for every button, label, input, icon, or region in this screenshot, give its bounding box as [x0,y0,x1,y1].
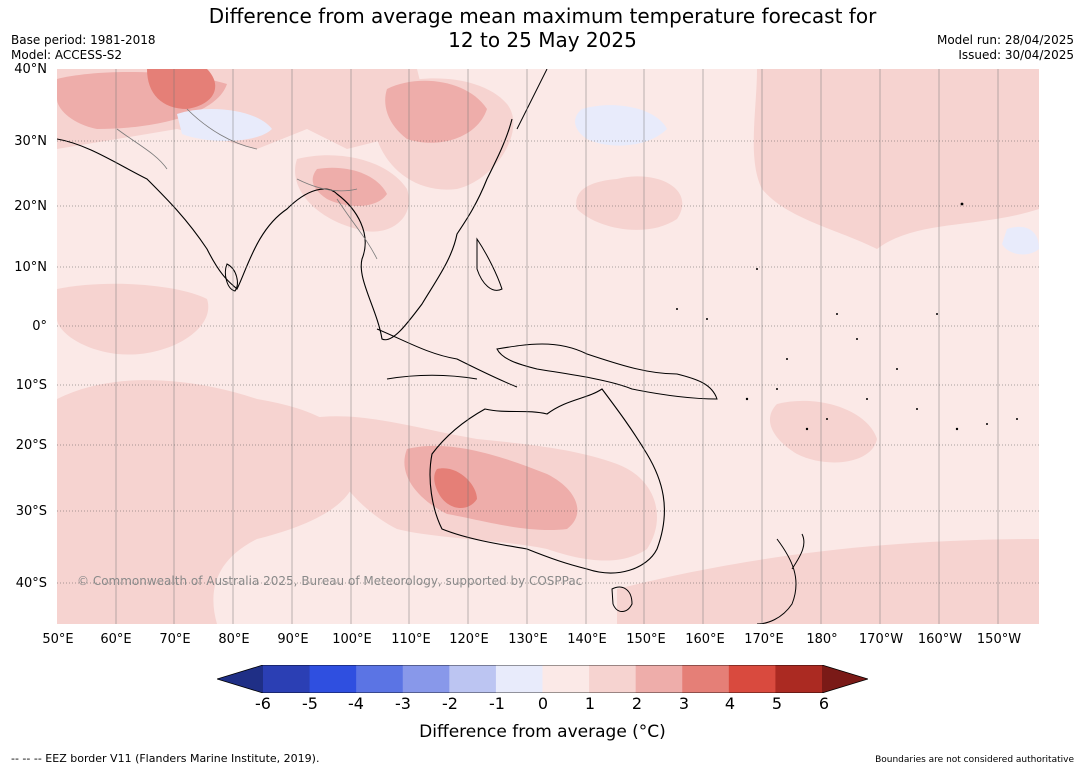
anomaly-region-western-australia [404,445,578,531]
map-canvas [57,69,1039,624]
coastline-new-guinea [496,343,718,400]
lat-label-40s: 40°S [15,576,47,591]
map-title: Difference from average mean maximum tem… [0,4,1085,52]
lon-label-170e: 170°E [744,632,784,647]
map-title-line1: Difference from average mean maximum tem… [208,4,877,28]
colorbar-tick: 6 [818,694,830,713]
lat-label-20s: 20°S [15,438,47,453]
lat-label-40n: 40°N [14,62,47,77]
colorbar-cell [635,665,683,693]
coastline-sri-lanka [224,263,238,292]
coastline-asia [57,118,513,341]
coastline-australia [429,388,665,574]
anomaly-region-hot-pakistan [147,69,216,109]
colorbar-cell [356,665,404,693]
coastline-tasmania [611,586,633,612]
anomaly-region-philippine-sea [576,176,683,230]
colorbar-cell [589,665,637,693]
issued-text: Issued: 30/04/2025 [958,48,1074,62]
eez-border-note: -- -- -- EEZ border V11 (Flanders Marine… [11,752,320,765]
colorbar-tick: -1 [489,694,505,713]
lon-label-180: 180° [806,632,838,647]
lon-label-110e: 110°E [391,632,431,647]
anomaly-region-hot-western-australia [434,468,477,509]
colorbar-tick: 3 [678,694,690,713]
lat-label-20n: 20°N [14,199,47,214]
colorbar-cell [728,665,776,693]
colorbar-tick: -2 [442,694,458,713]
lat-label-10n: 10°N [14,260,47,275]
colorbar-cell [682,665,730,693]
coastline-new-zealand [756,533,805,624]
colorbar-tick: -5 [302,694,318,713]
lon-label-140e: 140°E [567,632,607,647]
colorbar-tick: -3 [395,694,411,713]
anomaly-region-central-china [385,80,487,143]
model-text: Model: ACCESS-S2 [11,48,123,62]
lon-label-160e: 160°E [685,632,725,647]
lon-label-150e: 150°E [626,632,666,647]
colorbar-cell [402,665,450,693]
anomaly-region-myanmar [312,167,387,206]
colorbar-tick: -6 [255,694,271,713]
anomaly-region-cool-tibet [177,109,272,141]
lon-label-150w: 150°W [976,632,1022,647]
lon-label-170w: 170°W [858,632,904,647]
colorbar-cell [263,665,311,693]
coastline-japan [516,69,548,130]
colorbar-tick: 2 [631,694,643,713]
lon-label-80e: 80°E [218,632,250,647]
lon-label-100e: 100°E [332,632,372,647]
lon-label-160w: 160°W [917,632,963,647]
colorbar-tick: -4 [348,694,364,713]
colorbar-tick: 4 [724,694,736,713]
forecast-map: © Commonwealth of Australia 2025, Bureau… [57,69,1039,624]
lat-label-0: 0° [32,319,47,334]
lon-label-70e: 70°E [159,632,191,647]
base-period-text: Base period: 1981-2018 [11,33,156,47]
graticule [115,69,999,624]
boundaries-disclaimer: Boundaries are not considered authoritat… [875,755,1074,765]
lon-label-60e: 60°E [100,632,132,647]
copyright-notice: © Commonwealth of Australia 2025, Bureau… [77,574,583,588]
lon-label-130e: 130°E [508,632,548,647]
map-title-line2: 12 to 25 May 2025 [448,28,637,52]
lon-label-120e: 120°E [449,632,489,647]
anomaly-region-arabian-sea [57,283,209,355]
meta-left: Base period: 1981-2018 Model: ACCESS-S2 [11,33,156,63]
colorbar-extend-low [217,665,263,693]
colorbar-tick: 5 [771,694,783,713]
lon-label-90e: 90°E [277,632,309,647]
anomaly-region-coral-sea [769,400,877,463]
colorbar-cell [449,665,497,693]
model-run-text: Model run: 28/04/2025 [936,33,1074,47]
meta-right: Model run: 28/04/2025 Issued: 30/04/2025 [937,33,1074,63]
legend-colorbar [217,665,868,693]
country-borders [116,108,378,260]
anomaly-region-southern-ocean [617,539,1039,624]
lat-label-30s: 30°S [15,504,47,519]
colorbar-extend-high [822,665,868,693]
anomaly-region-north-pacific [753,69,1039,249]
colorbar-cell [309,665,357,693]
coastline-philippines [476,237,503,291]
lon-label-50e: 50°E [42,632,74,647]
colorbar-cell [775,665,823,693]
lat-label-10s: 10°S [15,378,47,393]
colorbar-tick: 1 [584,694,596,713]
colorbar-cell [495,665,543,693]
anomaly-region-south-indian-ocean [57,380,357,624]
colorbar-cell [542,665,590,693]
lat-label-30n: 30°N [14,134,47,149]
pacific-islands [676,202,1018,431]
colorbar-title: Difference from average (°C) [419,722,666,742]
anomaly-region-cool-central-pacific [1002,226,1039,255]
colorbar-tick: 0 [537,694,549,713]
